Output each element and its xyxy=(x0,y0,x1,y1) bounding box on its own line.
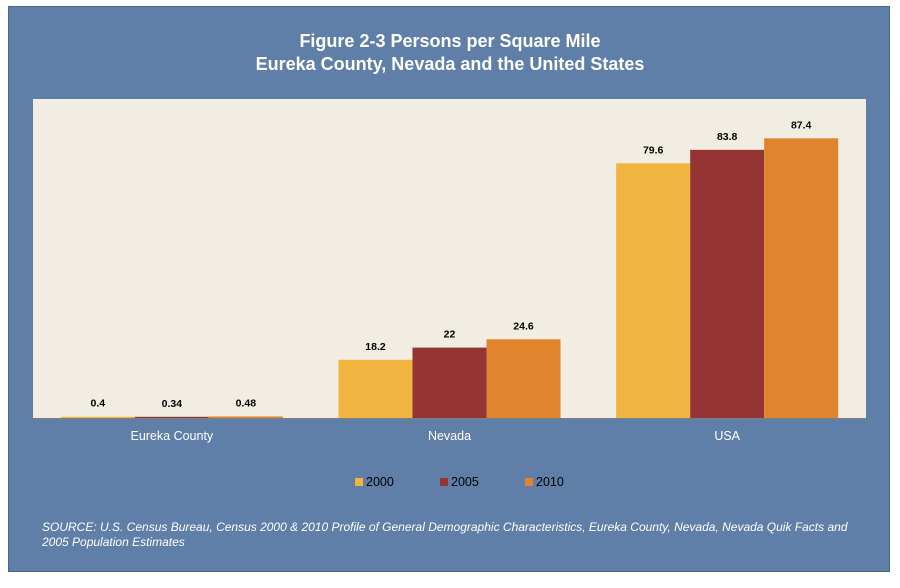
category-label-eureka-county: Eureka County xyxy=(130,429,213,443)
category-label-usa: USA xyxy=(714,429,740,443)
bar-nevada-2000 xyxy=(338,359,413,418)
source-note: SOURCE: U.S. Census Bureau, Census 2000 … xyxy=(42,520,848,549)
bar-nevada-2010 xyxy=(486,339,561,418)
value-label-eureka-county-2010: 0.48 xyxy=(236,397,257,409)
bar-usa-2010 xyxy=(764,138,839,418)
category-label-nevada: Nevada xyxy=(428,429,471,443)
value-label-nevada-2010: 24.6 xyxy=(513,320,534,332)
legend: 2000 2005 2010 xyxy=(0,475,900,491)
chart-title: Figure 2-3 Persons per Square Mile xyxy=(299,31,601,51)
legend-swatch-2010 xyxy=(525,478,533,486)
value-label-nevada-2005: 22 xyxy=(444,329,456,341)
legend-label-2000: 2000 xyxy=(366,475,394,489)
legend-label-2005: 2005 xyxy=(451,475,479,489)
value-labels-group: 0.4 0.34 0.48 18.2 22 24.6 79.6 83.8 87.4 xyxy=(91,119,812,409)
chart-title-block: Figure 2-3 Persons per Square Mile Eurek… xyxy=(0,30,900,76)
bar-usa-2005 xyxy=(690,149,765,418)
bar-eureka-county-2010 xyxy=(208,416,283,418)
legend-label-2010: 2010 xyxy=(536,475,564,489)
legend-item-2010: 2010 xyxy=(525,475,564,489)
value-label-nevada-2000: 18.2 xyxy=(365,341,386,353)
category-labels-group: Eureka County Nevada USA xyxy=(130,429,740,443)
bar-eureka-county-2000 xyxy=(60,416,135,418)
legend-swatch-2005 xyxy=(440,478,448,486)
bar-nevada-2005 xyxy=(412,347,487,418)
chart-subtitle: Eureka County, Nevada and the United Sta… xyxy=(255,54,645,74)
value-label-usa-2000: 79.6 xyxy=(643,144,664,156)
bars-group xyxy=(60,138,839,418)
legend-item-2005: 2005 xyxy=(440,475,479,489)
value-label-eureka-county-2000: 0.4 xyxy=(91,398,106,410)
bar-usa-2000 xyxy=(616,163,691,418)
value-label-usa-2010: 87.4 xyxy=(791,119,812,131)
value-label-usa-2005: 83.8 xyxy=(717,131,738,143)
legend-swatch-2000 xyxy=(355,478,363,486)
legend-item-2000: 2000 xyxy=(355,475,394,489)
bar-eureka-county-2005 xyxy=(134,416,209,418)
value-label-eureka-county-2005: 0.34 xyxy=(162,398,183,410)
